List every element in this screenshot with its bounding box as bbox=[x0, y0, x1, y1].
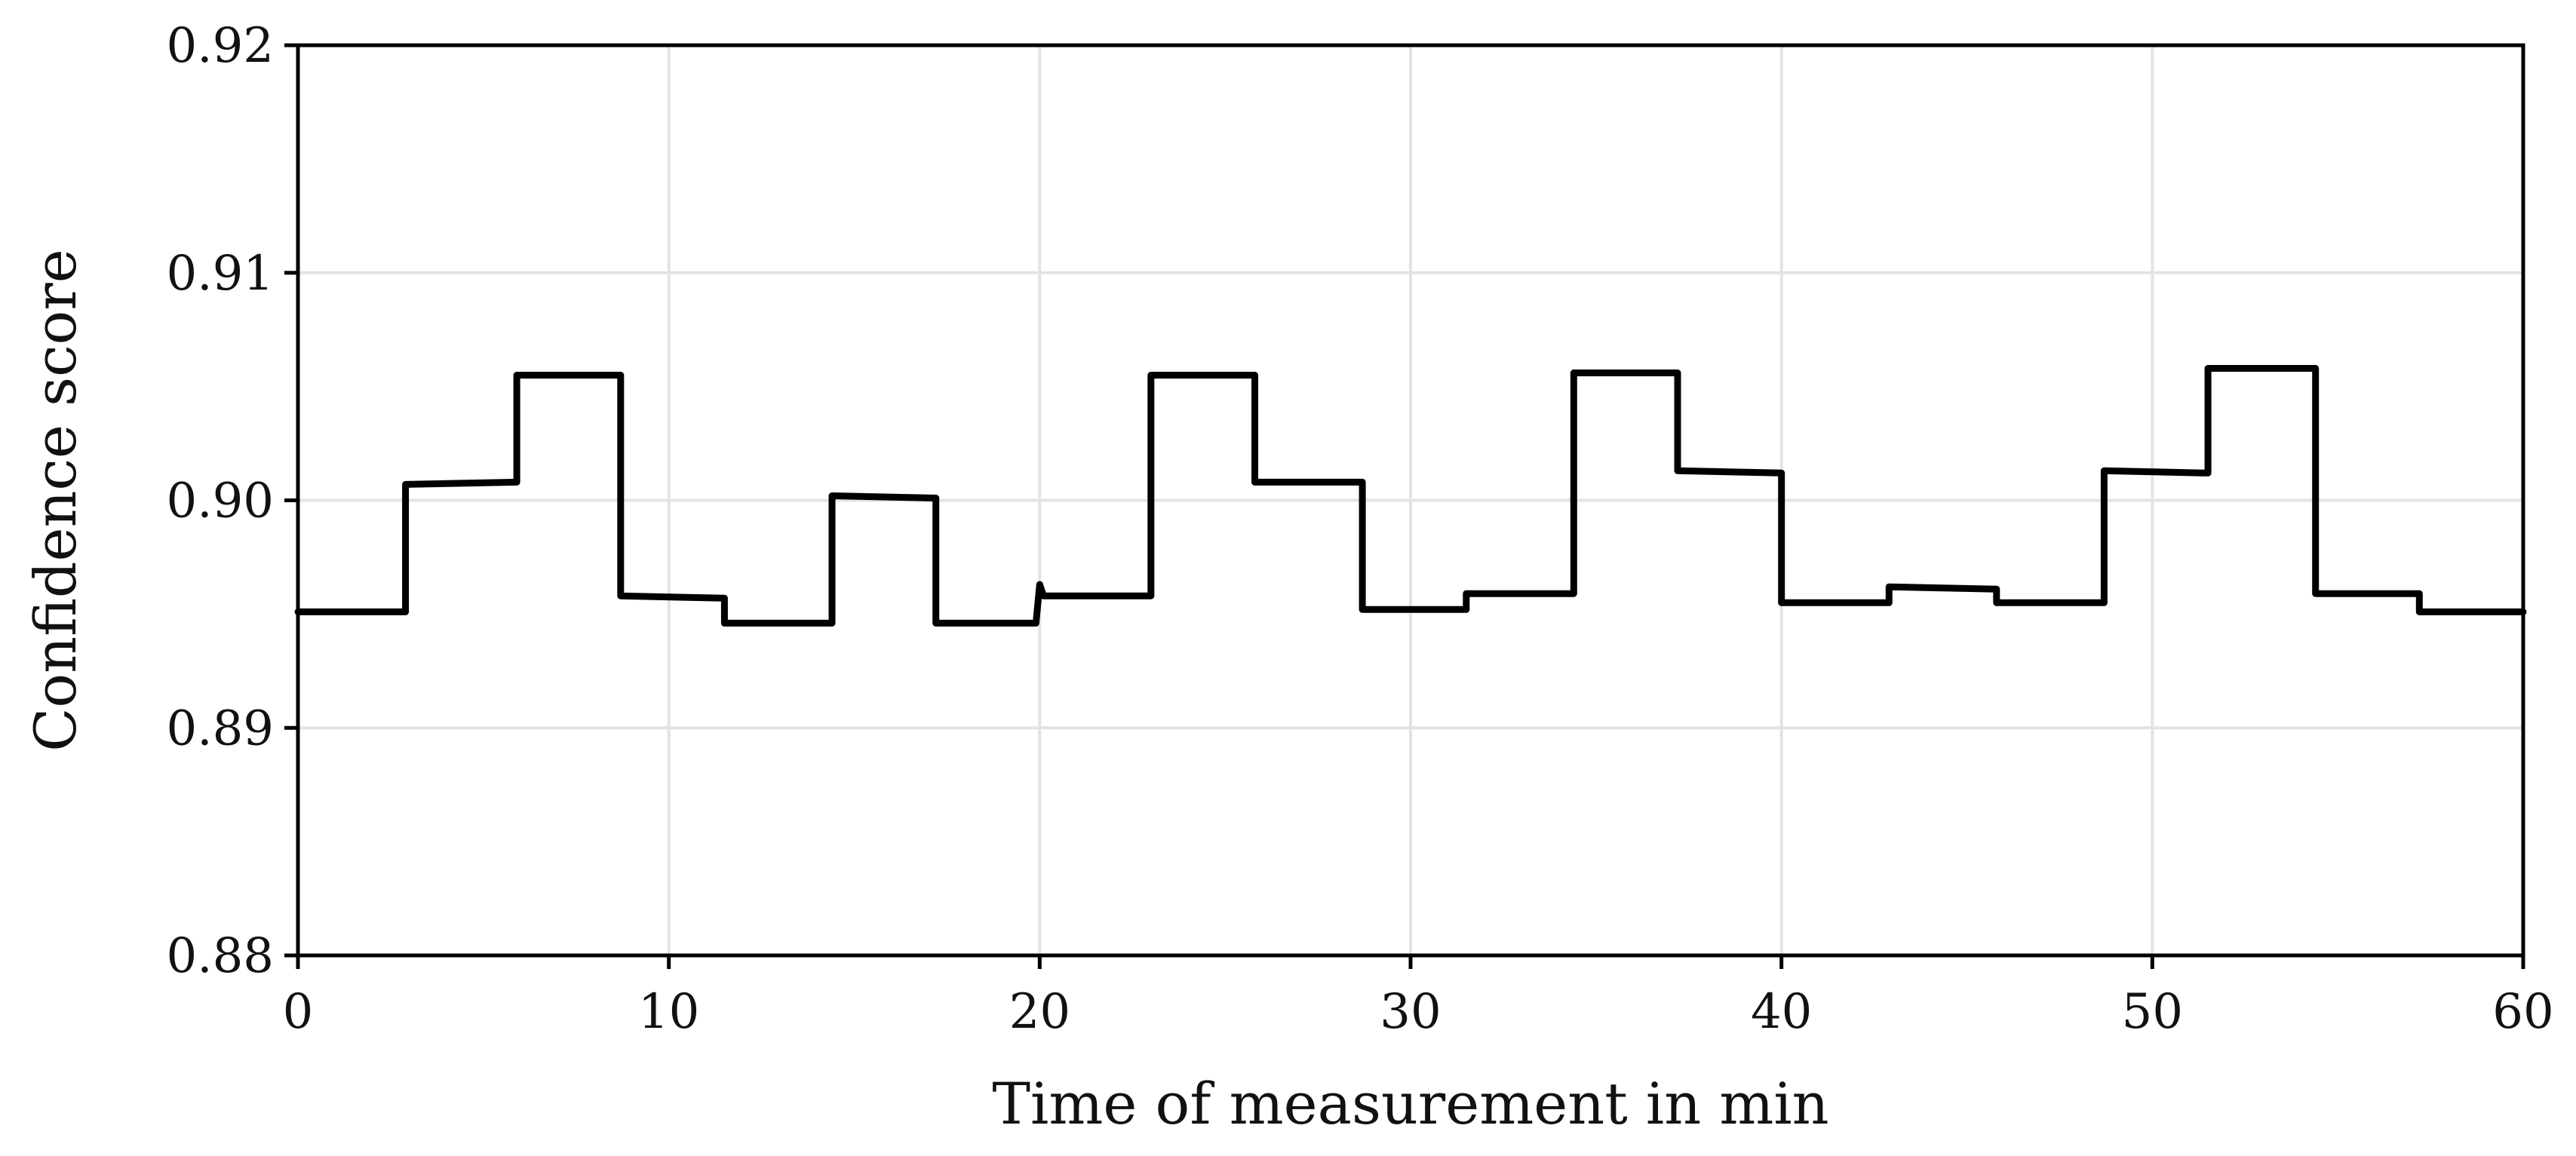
y-axis-label: Confidence score bbox=[22, 249, 89, 751]
y-tick-label: 0.90 bbox=[167, 474, 275, 529]
y-axis: 0.88 0.89 0.90 0.91 0.92 bbox=[167, 18, 298, 984]
series-line-0 bbox=[294, 365, 2527, 627]
y-tick-label: 0.88 bbox=[167, 928, 275, 984]
x-axis: 0 10 20 30 40 50 60 bbox=[283, 955, 2554, 1040]
y-tick-label: 0.92 bbox=[167, 18, 275, 74]
x-tick-label: 40 bbox=[1751, 984, 1812, 1040]
grid-lines bbox=[296, 44, 2525, 957]
series-group bbox=[294, 365, 2527, 627]
x-tick-label: 50 bbox=[2122, 984, 2183, 1040]
x-tick-label: 60 bbox=[2492, 984, 2553, 1040]
y-tick-label: 0.91 bbox=[167, 246, 275, 302]
x-tick-label: 30 bbox=[1380, 984, 1441, 1040]
x-tick-label: 20 bbox=[1009, 984, 1070, 1040]
x-axis-label: Time of measurement in min bbox=[992, 1070, 1828, 1137]
x-tick-label: 0 bbox=[283, 984, 314, 1040]
y-tick-label: 0.89 bbox=[167, 701, 275, 756]
x-tick-label: 10 bbox=[638, 984, 699, 1040]
